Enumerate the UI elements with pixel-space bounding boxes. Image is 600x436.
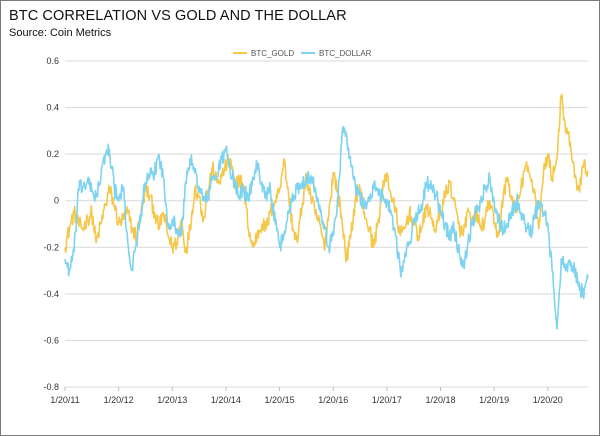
x-tick-label: 1/20/12 [104, 395, 134, 405]
y-tick-label: -0.6 [43, 335, 59, 345]
gridlines [65, 60, 588, 388]
x-tick-label: 1/20/16 [318, 395, 348, 405]
y-tick-label: 0.2 [46, 149, 59, 159]
x-tick-label: 1/20/14 [211, 395, 241, 405]
x-tick-label: 1/20/17 [372, 395, 402, 405]
y-tick-label: -0.8 [43, 382, 59, 392]
y-tick-label: -0.2 [43, 242, 59, 252]
series-lines [64, 93, 589, 330]
y-tick-label: 0.4 [46, 103, 59, 113]
y-axis-ticks: -0.8 -0.6 -0.4 -0.2 0 0.2 0.4 0.6 [43, 56, 59, 392]
y-tick-label: 0 [54, 196, 59, 206]
legend-label: BTC_DOLLAR [319, 49, 372, 58]
x-tick-label: 1/20/13 [157, 395, 187, 405]
x-tick-label: 1/20/15 [265, 395, 295, 405]
series-line-btc-dollar [64, 125, 589, 330]
legend-label: BTC_GOLD [251, 49, 294, 58]
legend: BTC_GOLD BTC_DOLLAR [233, 49, 372, 58]
y-tick-label: -0.4 [43, 289, 59, 299]
x-axis-ticks: 1/20/11 1/20/12 1/20/13 1/20/14 1/20/15 1/20/… [50, 387, 563, 405]
chart-subtitle: Source: Coin Metrics [9, 27, 112, 39]
x-tick-label: 1/20/18 [425, 395, 455, 405]
y-tick-label: 0.6 [46, 56, 59, 66]
x-tick-label: 1/20/20 [533, 395, 563, 405]
x-tick-label: 1/20/19 [479, 395, 509, 405]
chart-title: BTC CORRELATION VS GOLD AND THE DOLLAR [9, 8, 347, 24]
x-tick-label: 1/20/11 [50, 395, 79, 405]
